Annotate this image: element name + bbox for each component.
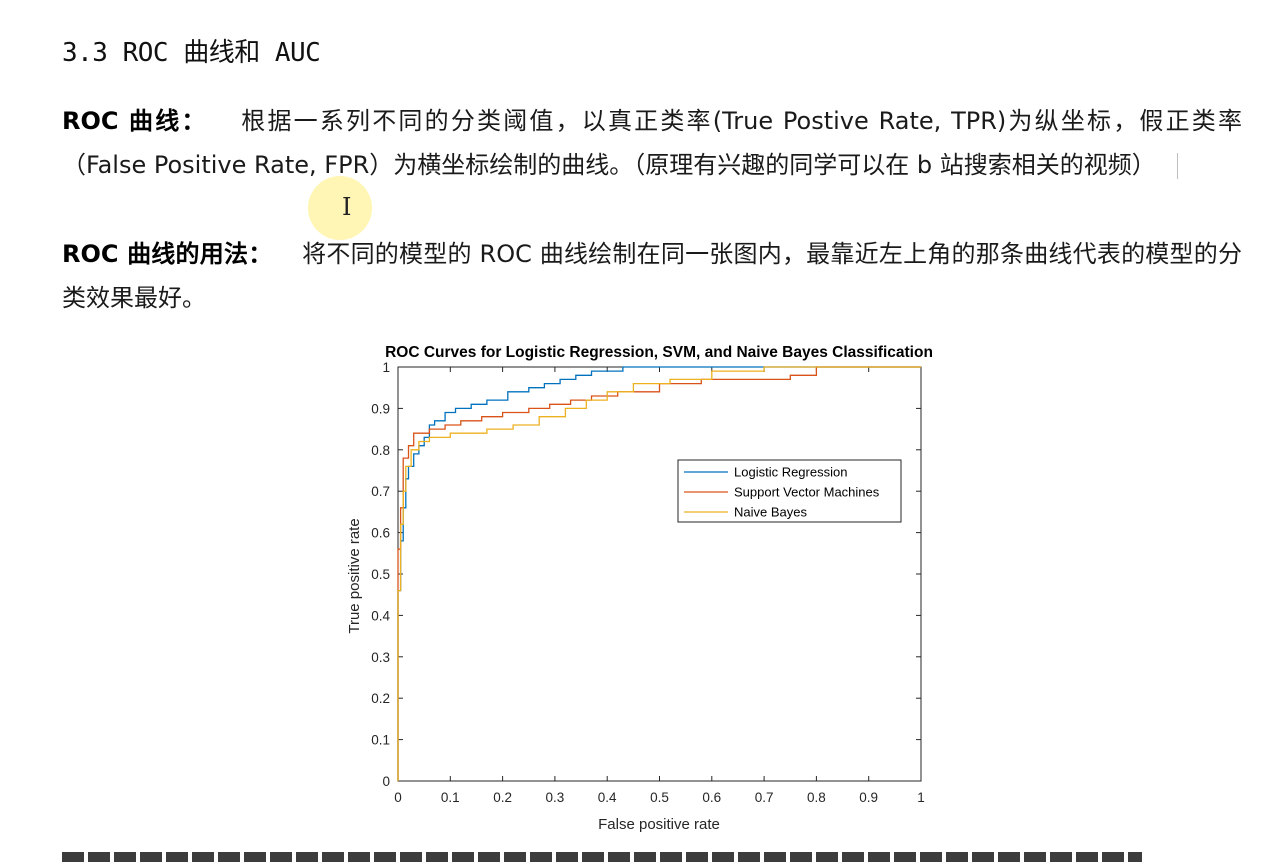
y-tick-label: 0.9 [371, 401, 390, 416]
roc-usage-label: ROC 曲线的用法： [62, 240, 273, 268]
x-tick-label: 0.4 [598, 790, 617, 805]
y-tick-label: 0 [382, 774, 390, 789]
series-line-logistic-regression [397, 366, 921, 781]
y-tick-label: 0.6 [371, 526, 390, 541]
roc-definition-text: 根据一系列不同的分类阈值，以真正类率(True Postive Rate, TP… [62, 107, 1242, 179]
x-tick-label: 0.8 [807, 790, 826, 805]
y-tick-label: 0.7 [371, 484, 390, 499]
x-tick-label: 1 [917, 790, 925, 805]
y-tick-label: 0.4 [371, 608, 390, 623]
x-tick-label: 0.9 [859, 790, 878, 805]
roc-definition-label: ROC 曲线： [62, 107, 208, 135]
y-axis-label: True positive rate [346, 518, 363, 633]
roc-figure: ROC Curves for Logistic Regression, SVM,… [320, 336, 960, 844]
roc-chart: ROC Curves for Logistic Regression, SVM,… [346, 344, 933, 833]
section-heading: 3.3 ROC 曲线和 AUC [62, 38, 321, 68]
y-tick-label: 0.1 [371, 733, 390, 748]
text-cursor-icon: I [342, 193, 352, 221]
x-axis-label: False positive rate [598, 816, 720, 833]
y-tick-label: 0.3 [371, 650, 390, 665]
roc-usage-paragraph: ROC 曲线的用法： 将不同的模型的 ROC 曲线绘制在同一张图内，最靠近左上角… [62, 232, 1242, 320]
cursor-highlight [308, 176, 372, 240]
chart-title: ROC Curves for Logistic Regression, SVM,… [385, 344, 933, 361]
series-lines [397, 366, 921, 781]
legend-label: Naive Bayes [734, 505, 807, 520]
series-line-naive-bayes [397, 366, 921, 781]
x-tick-label: 0.1 [441, 790, 460, 805]
roc-definition-paragraph: ROC 曲线： 根据一系列不同的分类阈值，以真正类率(True Postive … [62, 99, 1242, 187]
legend-label: Support Vector Machines [734, 485, 880, 500]
plot-area [397, 366, 922, 782]
clipped-next-line [62, 846, 1242, 862]
legend-label: Logistic Regression [734, 465, 847, 480]
y-tick-label: 0.8 [371, 443, 390, 458]
text-caret [1177, 153, 1179, 179]
x-tick-label: 0.2 [493, 790, 512, 805]
x-tick-label: 0.3 [546, 790, 565, 805]
x-tick-label: 0.7 [755, 790, 774, 805]
x-tick-label: 0 [394, 790, 402, 805]
x-tick-label: 0.5 [650, 790, 669, 805]
y-tick-label: 0.2 [371, 691, 390, 706]
series-line-support-vector-machines [397, 366, 921, 781]
y-tick-label: 0.5 [371, 567, 390, 582]
x-tick-label: 0.6 [702, 790, 721, 805]
y-tick-label: 1 [382, 360, 390, 375]
legend: Logistic Regression Support Vector Machin… [677, 459, 902, 523]
roc-usage-text: 将不同的模型的 ROC 曲线绘制在同一张图内，最靠近左上角的那条曲线代表的模型的… [62, 240, 1242, 312]
axis-ticks: 0 0.1 0.2 0.3 0.4 0.5 0.6 0.7 0.8 0.9 1 0 0.1 0.2 0.3 0… [371, 360, 925, 805]
